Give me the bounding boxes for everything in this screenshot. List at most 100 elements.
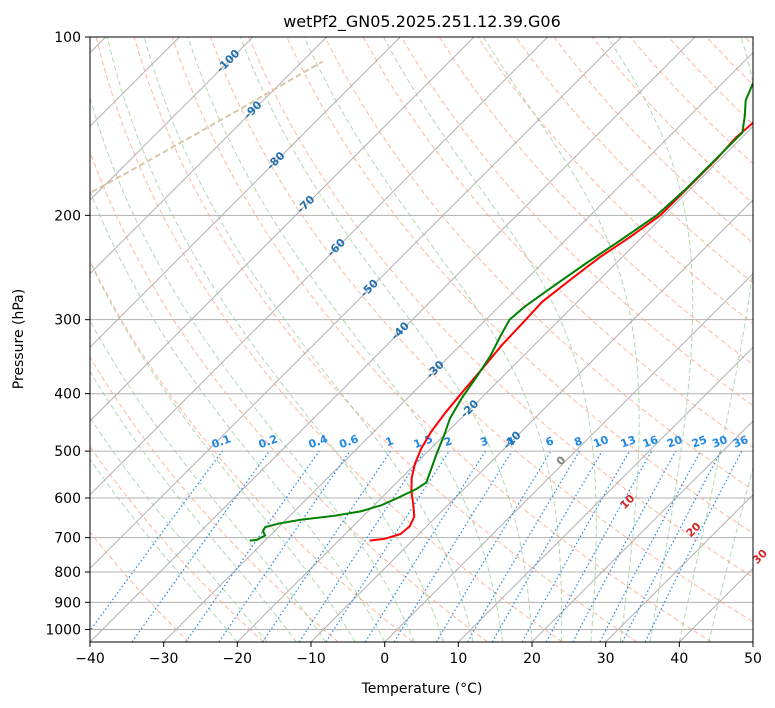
y-tick-label: 100: [54, 30, 81, 46]
isotherm-line: [90, 37, 549, 496]
mixing-ratio-line: [325, 450, 450, 642]
moist-adiabat-line: [90, 189, 386, 642]
profile-series: [249, 81, 753, 542]
isotherm-line: [605, 493, 753, 642]
moist-adiabat-line: [678, 37, 753, 642]
mixing-ratio-label: 13: [619, 433, 638, 450]
mixing-ratio-label: 0.2: [257, 432, 280, 451]
dry-adiabat-line: [400, 37, 753, 407]
mixing-ratio-line: [131, 450, 270, 642]
y-tick-label: 500: [54, 444, 81, 460]
mixing-ratio-line: [572, 450, 677, 642]
moist-adiabat-line: [90, 260, 356, 642]
mixing-ratio-line: [185, 450, 320, 642]
mixing-ratio-line: [545, 450, 653, 642]
dry-adiabat-line: [210, 37, 753, 623]
y-tick-label: 600: [54, 491, 81, 507]
isotherm-line: [90, 37, 622, 570]
y-tick-label: 200: [54, 208, 81, 224]
mixing-ratio-line: [90, 450, 223, 632]
y-tick-label: 300: [54, 313, 81, 329]
isotherm-line: [384, 272, 753, 642]
moist-adiabat-line: [239, 37, 533, 642]
background-lines: [90, 37, 753, 642]
moist-adiabat-line: [383, 37, 597, 642]
y-axis-label: Pressure (hPa): [11, 289, 27, 389]
x-tick-label: −20: [223, 651, 253, 667]
moist-adiabat-line: [90, 416, 268, 642]
mixing-ratio-label: 0.4: [307, 432, 330, 451]
isotherm-line: [90, 37, 475, 422]
mixing-ratio-line: [644, 450, 743, 642]
y-tick-label: 700: [54, 531, 81, 547]
isotherm-line: [310, 199, 753, 642]
mixing-ratio-line: [218, 450, 351, 642]
x-axis-label: Temperature (°C): [361, 681, 483, 697]
dry-adiabat-line: [248, 37, 753, 578]
temperature-line: [369, 120, 753, 542]
mixing-ratio-label: 4: [505, 434, 517, 449]
x-tick-label: 20: [523, 651, 541, 667]
dry-adiabat-line: [90, 356, 339, 642]
dry-adiabat-line: [324, 37, 753, 491]
dry-adiabat-line: [90, 150, 488, 642]
mixing-ratio-label: 2: [442, 434, 454, 449]
isotherm-line: [163, 51, 753, 642]
x-tick-label: 10: [449, 651, 467, 667]
y-tick-label: 800: [54, 565, 81, 581]
x-axis-ticks: −40 −30 −20 −10 0 10 20 30 40 50: [75, 642, 762, 667]
dewpoint-line: [249, 81, 753, 542]
y-tick-label: 1000: [45, 622, 81, 638]
dry-adiabat-line: [95, 37, 563, 642]
y-tick-label: 400: [54, 387, 81, 403]
mixing-ratio-label: 8: [572, 434, 584, 449]
mixing-ratio-label: 16: [641, 433, 660, 451]
moist-adiabat-line: [187, 37, 504, 642]
moist-adiabat-line: [708, 466, 753, 642]
mixing-ratio-line: [262, 450, 392, 642]
mixing-ratio-label: 0.1: [210, 432, 233, 451]
x-tick-label: −30: [149, 651, 179, 667]
mixing-ratio-label: 36: [731, 433, 750, 451]
moist-adiabat-line: [607, 37, 694, 642]
mixing-ratio-label: 3: [478, 434, 490, 449]
isotherm-line: [90, 37, 328, 275]
moist-adiabat-line: [482, 37, 640, 642]
mixing-ratio-line: [521, 450, 631, 642]
mixing-ratio-label: 25: [690, 433, 709, 450]
mixing-ratio-label: 30: [710, 433, 729, 451]
moist-adiabat-line: [90, 319, 327, 642]
chart-title: wetPf2_GN05.2025.251.12.39.G06: [283, 12, 561, 32]
x-tick-label: 50: [744, 651, 762, 667]
moist-adiabat-line: [90, 458, 238, 642]
moist-adiabat-line: [303, 37, 563, 642]
plot-area: [90, 37, 753, 642]
isotherm-line: [457, 346, 753, 642]
x-tick-label: −40: [75, 651, 105, 667]
isotherm-line: [90, 37, 401, 349]
mixing-ratio-label: 20: [665, 433, 684, 451]
isotherm-line: [90, 37, 254, 201]
y-axis-ticks: 1000 900 800 700 600 500 400 300 200 100: [45, 30, 90, 638]
y-tick-label: 900: [54, 595, 81, 611]
mixing-ratio-label: 6: [544, 434, 556, 449]
mixing-ratio-line: [298, 450, 425, 642]
dry-adiabat-line: [171, 37, 712, 642]
isotherm-line: [90, 37, 696, 642]
x-tick-label: 40: [670, 651, 688, 667]
dry-adiabat-line: [133, 37, 638, 642]
dry-adiabat-line: [439, 37, 753, 366]
isotherm-line: [531, 420, 753, 642]
dry-adiabat-line: [515, 37, 753, 284]
moist-adiabat-line: [143, 37, 474, 642]
dry-adiabat-line: [90, 445, 264, 642]
mixing-ratio-label: 1: [384, 434, 396, 449]
x-tick-label: 30: [597, 651, 615, 667]
mixing-ratio-line: [393, 450, 513, 642]
plot-frame: [89, 36, 754, 643]
moist-adiabat-line: [106, 37, 445, 642]
mixing-ratio-label: 10: [592, 433, 611, 451]
dry-adiabat-line: [90, 531, 190, 642]
mixing-ratio-label: 0.6: [338, 432, 361, 451]
